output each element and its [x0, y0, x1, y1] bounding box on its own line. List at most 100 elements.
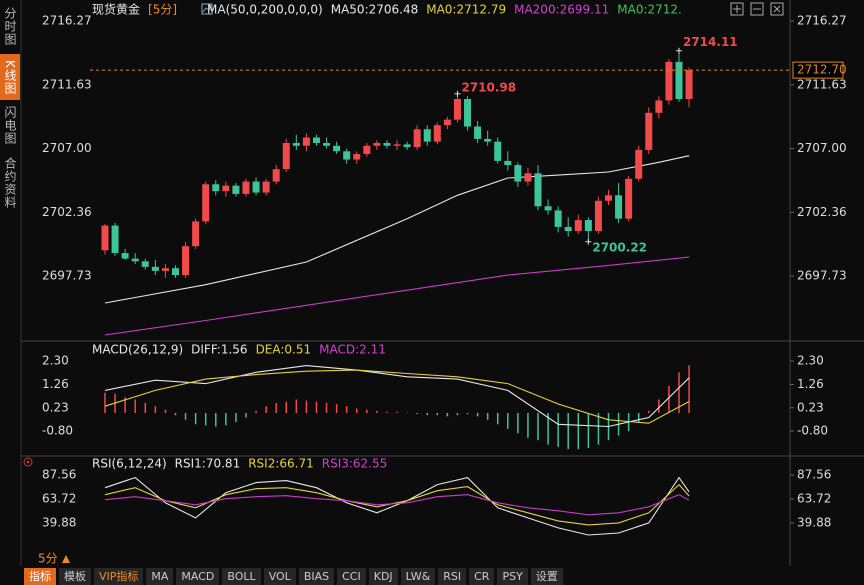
tab-contract[interactable]: 合约资料 — [3, 157, 17, 209]
indicator-line — [104, 476, 690, 536]
candle-body — [524, 173, 532, 182]
tab-flash[interactable]: 闪电图 — [3, 105, 17, 145]
indicator-tab[interactable]: MACD — [176, 568, 220, 585]
candle-body — [161, 268, 169, 271]
legend-entry: DIFF:1.56 — [191, 343, 247, 357]
period-arrow[interactable] — [62, 555, 70, 563]
indicator-tab[interactable]: RSI — [438, 568, 467, 585]
candle-body — [373, 143, 381, 146]
candle-body — [413, 129, 421, 148]
candle-body — [383, 143, 391, 146]
candle-body — [605, 195, 612, 201]
legend-entry: 现货黄金 — [92, 2, 140, 17]
indicator-tab[interactable]: CR — [469, 568, 495, 585]
candle-body — [574, 220, 582, 232]
y-tick-label: 2.30 — [42, 354, 69, 368]
legend-entry: [5分] — [148, 3, 177, 17]
indicator-tab[interactable]: 设置 — [530, 568, 563, 585]
candle-body — [484, 138, 492, 142]
y-tick-label: -0.80 — [797, 424, 828, 438]
indicator-tabs: 指标 模板 VIP指标 MA MACD BOLL VOL BIAS CCI KDJ LW& RSI CR… — [24, 568, 563, 585]
tab-time[interactable]: 分时图 — [3, 6, 17, 46]
candle-body — [242, 181, 250, 194]
candle-body — [222, 185, 230, 192]
candle-body — [393, 144, 401, 146]
indicator-tab[interactable]: BIAS — [298, 568, 335, 585]
y-tick-label: 39.88 — [42, 516, 76, 530]
candle-body — [302, 137, 310, 146]
indicator-line — [104, 155, 690, 304]
candle-body — [474, 126, 482, 139]
indicator-tab[interactable]: LW& — [400, 568, 436, 585]
candle-body — [423, 129, 431, 142]
candle-body — [504, 160, 512, 166]
indicator-tab[interactable]: MA — [146, 568, 174, 585]
annotation: 2714.11 — [683, 35, 738, 49]
tab-kline[interactable]: K线图 — [0, 54, 20, 100]
candle-body — [202, 184, 210, 222]
y-tick-label: 1.26 — [42, 377, 69, 391]
y-tick-label: 2707.00 — [42, 141, 92, 155]
legend-entry: MA0:2712. — [617, 3, 682, 17]
indicator-line — [104, 369, 690, 424]
candle-body — [292, 143, 300, 146]
legend-entry: RSI2:66.71 — [248, 457, 314, 471]
y-tick-label: 2702.36 — [42, 205, 92, 219]
y-tick-label: 2707.00 — [797, 141, 847, 155]
candle-body — [212, 184, 220, 192]
y-tick-label: 39.88 — [797, 516, 831, 530]
candle-body — [111, 225, 119, 254]
candle-body — [363, 145, 371, 155]
candle-body — [554, 210, 562, 227]
candle-body — [655, 100, 663, 113]
legend-entry: MACD:2.11 — [319, 343, 386, 357]
indicator-tab[interactable]: 指标 — [24, 568, 56, 585]
legend-entry: MA200:2699.11 — [514, 3, 609, 17]
y-tick-label: 87.56 — [42, 468, 76, 482]
candle-body — [272, 169, 280, 182]
indicator-tab[interactable]: PSY — [497, 568, 528, 585]
y-tick-label: 2716.27 — [42, 14, 92, 28]
last-price-box — [792, 61, 844, 79]
y-tick-label: 2697.73 — [42, 269, 92, 283]
candle-body — [625, 178, 633, 219]
indicator-tab[interactable]: 模板 — [59, 568, 91, 585]
y-tick-label: 2716.27 — [797, 14, 847, 28]
candle-body — [252, 181, 260, 193]
candle-body — [151, 266, 159, 271]
annotation: 2710.98 — [461, 80, 516, 94]
y-tick-label: 63.72 — [797, 492, 831, 506]
candle-body — [464, 98, 472, 127]
candle-body — [192, 221, 200, 247]
candle-body — [403, 144, 411, 148]
candle-body — [453, 98, 461, 120]
y-tick-label: 1.26 — [797, 377, 824, 391]
legend-entry: MACD(26,12,9) — [92, 343, 183, 357]
indicator-tab[interactable]: KDJ — [368, 568, 398, 585]
indicator-tab[interactable]: CCI — [337, 568, 366, 585]
legend-entry: DEA:0.51 — [256, 343, 312, 357]
last-price-label: 2712.70 — [797, 63, 847, 77]
candle-body — [675, 61, 683, 99]
indicator-tab[interactable]: BOLL — [222, 568, 261, 585]
y-tick-label: 87.56 — [797, 468, 831, 482]
y-tick-label: 63.72 — [42, 492, 76, 506]
toolbar-icons[interactable] — [730, 2, 784, 16]
target-icon[interactable] — [23, 457, 33, 467]
period-label[interactable]: 5分 — [38, 552, 58, 566]
y-tick-label: 0.23 — [42, 400, 69, 414]
indicator-tab[interactable]: VIP指标 — [94, 568, 144, 585]
annotation-marker — [454, 90, 461, 97]
candle-body — [514, 165, 522, 182]
y-tick-label: 2702.36 — [797, 205, 847, 219]
candle-body — [433, 125, 441, 142]
legend-entry: MA50:2706.48 — [331, 3, 419, 17]
candle-body — [685, 70, 693, 99]
candle-body — [282, 143, 290, 170]
indicator-tab[interactable]: VOL — [263, 568, 296, 585]
candle-body — [645, 112, 653, 150]
candle-body — [615, 195, 623, 219]
legend-entry: RSI(6,12,24) — [92, 457, 167, 471]
candle-body — [232, 185, 240, 194]
candle-body — [343, 151, 351, 160]
